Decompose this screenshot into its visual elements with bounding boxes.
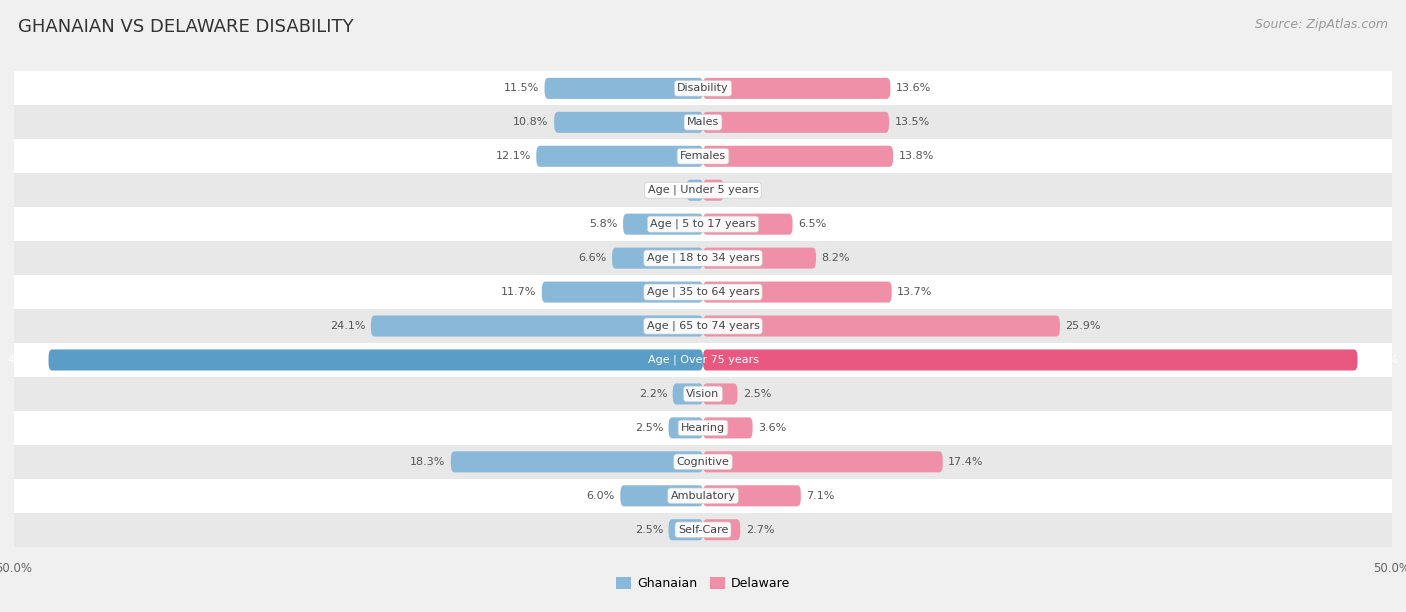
Text: 47.5%: 47.5% <box>1362 355 1399 365</box>
FancyBboxPatch shape <box>612 248 703 269</box>
Bar <box>14 411 1392 445</box>
FancyBboxPatch shape <box>371 316 703 337</box>
Text: 2.2%: 2.2% <box>638 389 668 399</box>
Text: Vision: Vision <box>686 389 720 399</box>
FancyBboxPatch shape <box>703 112 889 133</box>
FancyBboxPatch shape <box>672 383 703 405</box>
Text: 7.1%: 7.1% <box>807 491 835 501</box>
Text: Source: ZipAtlas.com: Source: ZipAtlas.com <box>1254 18 1388 31</box>
Bar <box>14 140 1392 173</box>
FancyBboxPatch shape <box>669 417 703 438</box>
Text: GHANAIAN VS DELAWARE DISABILITY: GHANAIAN VS DELAWARE DISABILITY <box>18 18 354 36</box>
FancyBboxPatch shape <box>703 316 1060 337</box>
Bar <box>14 173 1392 207</box>
FancyBboxPatch shape <box>623 214 703 234</box>
Text: 2.5%: 2.5% <box>742 389 772 399</box>
Text: 17.4%: 17.4% <box>948 457 984 467</box>
Bar <box>14 445 1392 479</box>
Text: Age | 18 to 34 years: Age | 18 to 34 years <box>647 253 759 263</box>
Text: Age | Over 75 years: Age | Over 75 years <box>648 355 758 365</box>
Text: 1.5%: 1.5% <box>730 185 758 195</box>
Text: 6.0%: 6.0% <box>586 491 614 501</box>
FancyBboxPatch shape <box>703 451 943 472</box>
Text: 11.7%: 11.7% <box>501 287 536 297</box>
Text: 13.8%: 13.8% <box>898 151 934 162</box>
FancyBboxPatch shape <box>541 282 703 302</box>
FancyBboxPatch shape <box>536 146 703 167</box>
FancyBboxPatch shape <box>620 485 703 506</box>
Text: Age | 35 to 64 years: Age | 35 to 64 years <box>647 287 759 297</box>
Text: 2.7%: 2.7% <box>745 524 775 535</box>
FancyBboxPatch shape <box>703 349 1358 370</box>
Bar <box>14 241 1392 275</box>
FancyBboxPatch shape <box>703 78 890 99</box>
FancyBboxPatch shape <box>669 519 703 540</box>
Text: 10.8%: 10.8% <box>513 118 548 127</box>
Text: 6.6%: 6.6% <box>578 253 606 263</box>
Text: Females: Females <box>681 151 725 162</box>
Text: 13.6%: 13.6% <box>896 83 931 94</box>
Text: 5.8%: 5.8% <box>589 219 617 229</box>
FancyBboxPatch shape <box>703 383 738 405</box>
Text: 12.1%: 12.1% <box>495 151 531 162</box>
Text: 2.5%: 2.5% <box>634 423 664 433</box>
FancyBboxPatch shape <box>703 485 801 506</box>
FancyBboxPatch shape <box>686 180 703 201</box>
Bar <box>14 513 1392 547</box>
FancyBboxPatch shape <box>703 180 724 201</box>
Text: 3.6%: 3.6% <box>758 423 786 433</box>
Text: 8.2%: 8.2% <box>821 253 851 263</box>
Text: Males: Males <box>688 118 718 127</box>
Text: 11.5%: 11.5% <box>503 83 538 94</box>
Text: 25.9%: 25.9% <box>1066 321 1101 331</box>
FancyBboxPatch shape <box>451 451 703 472</box>
Text: 2.5%: 2.5% <box>634 524 664 535</box>
Text: 47.5%: 47.5% <box>7 355 44 365</box>
Text: 18.3%: 18.3% <box>411 457 446 467</box>
Bar <box>14 105 1392 140</box>
Text: Disability: Disability <box>678 83 728 94</box>
FancyBboxPatch shape <box>703 214 793 234</box>
FancyBboxPatch shape <box>703 282 891 302</box>
FancyBboxPatch shape <box>544 78 703 99</box>
Text: Age | 5 to 17 years: Age | 5 to 17 years <box>650 219 756 230</box>
Text: Age | Under 5 years: Age | Under 5 years <box>648 185 758 195</box>
Bar <box>14 275 1392 309</box>
Text: Self-Care: Self-Care <box>678 524 728 535</box>
Text: 13.7%: 13.7% <box>897 287 932 297</box>
FancyBboxPatch shape <box>48 349 703 370</box>
Bar <box>14 377 1392 411</box>
Text: Hearing: Hearing <box>681 423 725 433</box>
FancyBboxPatch shape <box>703 417 752 438</box>
Text: Age | 65 to 74 years: Age | 65 to 74 years <box>647 321 759 331</box>
FancyBboxPatch shape <box>703 519 740 540</box>
FancyBboxPatch shape <box>703 146 893 167</box>
Bar <box>14 343 1392 377</box>
FancyBboxPatch shape <box>703 248 815 269</box>
Text: Ambulatory: Ambulatory <box>671 491 735 501</box>
Bar <box>14 207 1392 241</box>
Text: 6.5%: 6.5% <box>799 219 827 229</box>
FancyBboxPatch shape <box>554 112 703 133</box>
Bar <box>14 479 1392 513</box>
Text: Cognitive: Cognitive <box>676 457 730 467</box>
Bar <box>14 72 1392 105</box>
Legend: Ghanaian, Delaware: Ghanaian, Delaware <box>610 572 796 595</box>
Bar <box>14 309 1392 343</box>
Text: 24.1%: 24.1% <box>330 321 366 331</box>
Text: 13.5%: 13.5% <box>894 118 929 127</box>
Text: 1.2%: 1.2% <box>652 185 681 195</box>
